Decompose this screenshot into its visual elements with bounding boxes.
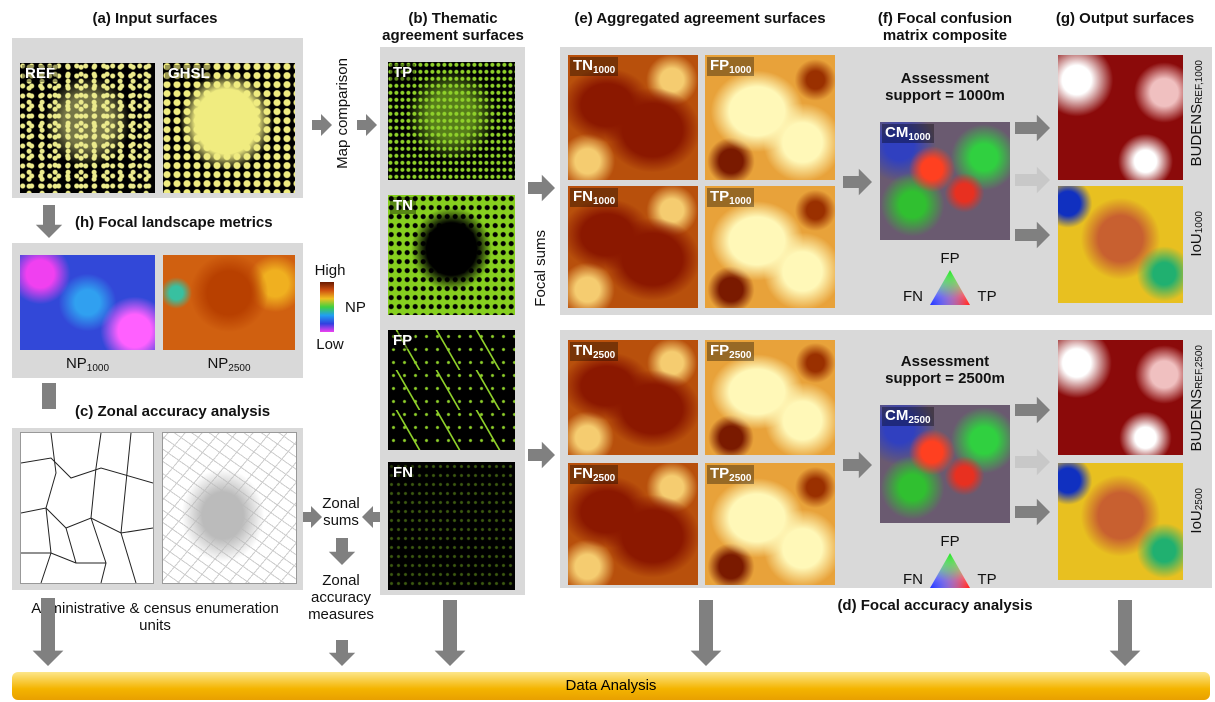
- arrow: [1015, 115, 1050, 141]
- arrow: [1015, 397, 1050, 423]
- map-image: [1058, 186, 1183, 303]
- arrow: [1110, 600, 1141, 666]
- image-label: FP2500: [707, 342, 754, 361]
- image-label: TN1000: [570, 57, 618, 76]
- label-sub: 1000: [1194, 211, 1205, 233]
- legend-left: FN: [898, 288, 928, 305]
- legend-right: TP: [972, 288, 1002, 305]
- image-label: TP2500: [707, 465, 754, 484]
- label-main: IoU: [1188, 510, 1205, 533]
- label-sub: 2500: [1194, 488, 1205, 510]
- image-label: CM2500: [882, 407, 934, 426]
- output-label: BUDENSREF,1000: [1188, 60, 1205, 166]
- map-image: TN1000: [568, 55, 698, 180]
- label-main: TN: [573, 57, 593, 74]
- label-main: TN: [573, 342, 593, 359]
- label-sub: 1000: [908, 132, 930, 143]
- legend-top: FP: [935, 533, 965, 550]
- label-main: BUDENS: [1188, 104, 1205, 167]
- legend-top: FP: [935, 250, 965, 267]
- map-image: CM1000: [880, 122, 1010, 240]
- map-image: FN1000: [568, 186, 698, 308]
- image-label: FN1000: [570, 188, 618, 207]
- label-main: TP: [710, 188, 729, 205]
- diagram: (a) Input surfaces (b) Thematic agreemen…: [0, 0, 1215, 702]
- label-main: TP: [710, 465, 729, 482]
- map-image: FP2500: [705, 340, 835, 455]
- label-sub: 2500: [908, 415, 930, 426]
- arrow: [329, 538, 355, 565]
- map-image: FP1000: [705, 55, 835, 180]
- label-sub: 1000: [593, 65, 615, 76]
- label-sub: 1000: [729, 196, 751, 207]
- label-main: CM: [885, 124, 908, 141]
- arrow: [357, 114, 377, 136]
- arrow: [33, 598, 64, 666]
- label-sub: 2500: [729, 350, 751, 361]
- image-label: CM1000: [882, 124, 934, 143]
- arrow: [528, 175, 555, 201]
- arrow: [36, 205, 62, 238]
- image-label: TN2500: [570, 342, 618, 361]
- label-main: CM: [885, 407, 908, 424]
- label-main: FN: [573, 188, 593, 205]
- map-image: TP2500: [705, 463, 835, 585]
- arrow: [691, 600, 722, 666]
- image-label: TP1000: [707, 188, 754, 207]
- label-sub: 1000: [593, 196, 615, 207]
- map-image: [1058, 55, 1183, 180]
- map-image: TP1000: [705, 186, 835, 308]
- arrow: [843, 452, 872, 478]
- label-sub: 2500: [593, 350, 615, 361]
- label-main: FN: [573, 465, 593, 482]
- label-sub: REF,1000: [1194, 60, 1205, 104]
- arrow: [303, 506, 322, 528]
- output-label: BUDENSREF,2500: [1188, 345, 1205, 451]
- label-main: FP: [710, 342, 729, 359]
- output-label: IoU2500: [1188, 488, 1205, 534]
- label-sub: 2500: [593, 473, 615, 484]
- label-main: FP: [710, 57, 729, 74]
- arrow: [528, 442, 555, 468]
- image-label: FP1000: [707, 57, 754, 76]
- arrow: [1015, 167, 1050, 193]
- label-sub: 2500: [729, 473, 751, 484]
- label-main: BUDENS: [1188, 389, 1205, 452]
- label-sub: 1000: [729, 65, 751, 76]
- map-image: TN2500: [568, 340, 698, 455]
- arrow: [1015, 222, 1050, 248]
- arrow: [362, 506, 380, 528]
- arrow: [312, 114, 332, 136]
- legend-right: TP: [972, 571, 1002, 588]
- support-label: Assessment support = 1000m: [880, 70, 1010, 104]
- map-image: [1058, 340, 1183, 455]
- arrow: [435, 600, 466, 666]
- image-label: FN2500: [570, 465, 618, 484]
- arrow: [1015, 449, 1050, 475]
- output-label: IoU1000: [1188, 211, 1205, 257]
- arrow: [1015, 499, 1050, 525]
- arrow: [329, 640, 355, 666]
- label-sub: REF,2500: [1194, 345, 1205, 389]
- map-image: CM2500: [880, 405, 1010, 523]
- arrow: [843, 169, 872, 195]
- legend-left: FN: [898, 571, 928, 588]
- map-image: [1058, 463, 1183, 580]
- support-label: Assessment support = 2500m: [880, 353, 1010, 387]
- map-image: FN2500: [568, 463, 698, 585]
- label-main: IoU: [1188, 233, 1205, 256]
